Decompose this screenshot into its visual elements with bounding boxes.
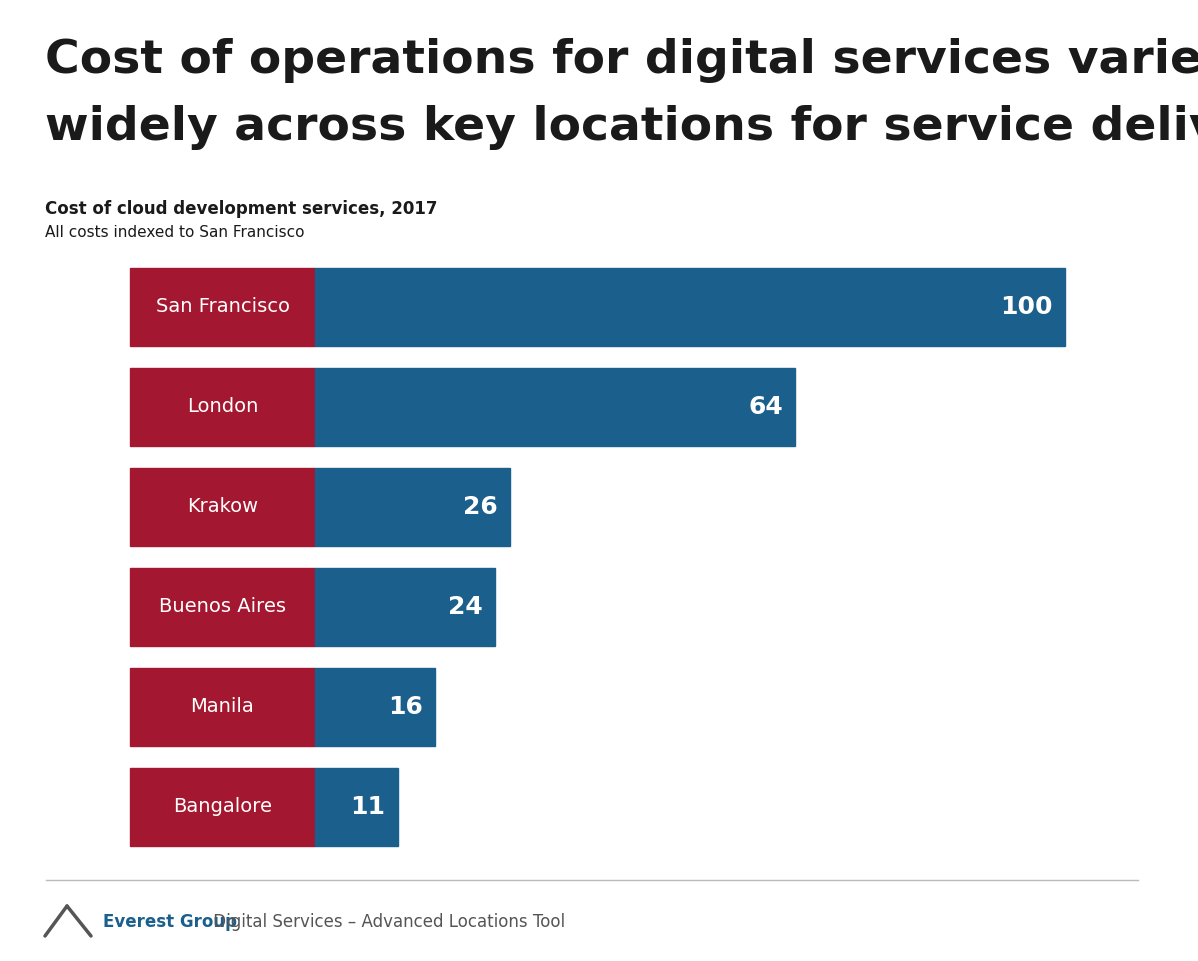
Bar [131,368,315,446]
Text: 26: 26 [464,495,498,519]
Bar [315,568,495,646]
Text: Manila: Manila [190,698,254,717]
Text: widely across key locations for service delivery: widely across key locations for service … [46,105,1198,150]
Text: Digital Services – Advanced Locations Tool: Digital Services – Advanced Locations To… [208,913,565,931]
Text: Everest Group: Everest Group [103,913,237,931]
Bar [131,268,315,346]
Text: Cost of operations for digital services varies: Cost of operations for digital services … [46,38,1198,83]
Bar [131,668,315,746]
Text: 24: 24 [448,595,483,619]
Text: 100: 100 [1000,295,1053,319]
Text: Cost of cloud development services, 2017: Cost of cloud development services, 2017 [46,200,437,218]
Bar [315,368,795,446]
Bar [315,768,398,846]
Text: 16: 16 [388,695,423,719]
Text: Bangalore: Bangalore [173,798,272,817]
Text: 11: 11 [351,795,386,819]
Bar [315,668,435,746]
Bar [131,768,315,846]
Bar [315,268,1065,346]
Bar [131,468,315,546]
Text: All costs indexed to San Francisco: All costs indexed to San Francisco [46,225,304,240]
Bar [131,568,315,646]
Text: 64: 64 [749,395,783,419]
Text: London: London [187,398,259,416]
Text: Krakow: Krakow [187,498,258,516]
Bar [315,468,510,546]
Text: Buenos Aires: Buenos Aires [159,598,286,617]
Text: San Francisco: San Francisco [156,298,290,316]
